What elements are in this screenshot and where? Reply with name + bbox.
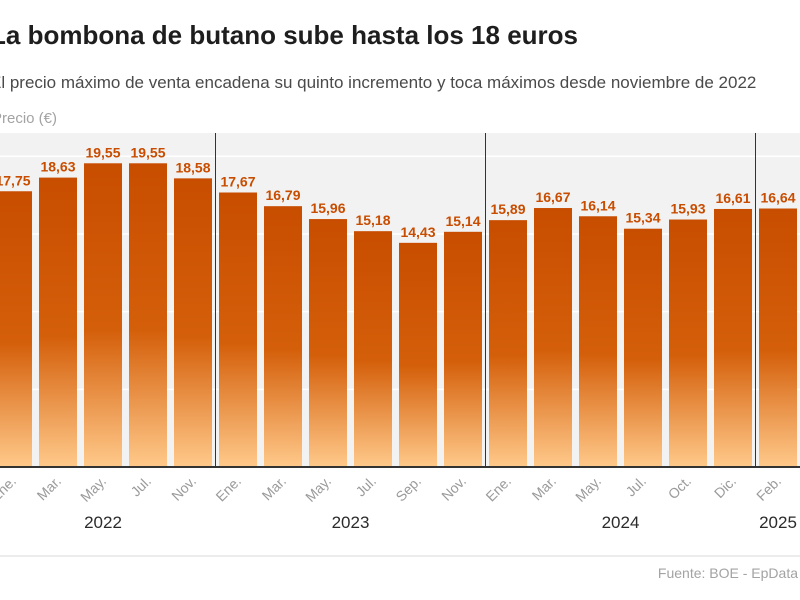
value-label: 15,34 [625, 210, 660, 226]
bar [624, 228, 662, 467]
year-label: 2025 [759, 513, 797, 532]
value-labels: 17,75 18,63 19,55 19,55 18,58 17,67 16,79 15,96… [0, 144, 796, 240]
value-label: 16,61 [715, 190, 750, 206]
value-label: 16,79 [265, 187, 300, 203]
bar [129, 163, 167, 467]
bar [579, 216, 617, 467]
chart-title: La bombona de butano sube hasta los 18 e… [0, 20, 578, 50]
chart-subtitle: El precio máximo de venta encadena su qu… [0, 73, 757, 92]
bar [39, 177, 77, 467]
year-label: 2024 [602, 513, 640, 532]
value-label: 15,89 [490, 201, 525, 217]
x-tick-label: Oct. [665, 473, 694, 502]
value-label: 19,55 [85, 144, 120, 160]
x-tick-label: Nov. [168, 473, 199, 504]
value-label: 15,18 [355, 212, 390, 228]
value-label: 16,67 [535, 189, 570, 205]
bars [0, 163, 797, 468]
x-tick-label: Dic. [711, 473, 739, 501]
x-tick-label: Jul. [622, 473, 649, 500]
year-label: 2022 [84, 513, 122, 532]
year-label: 2023 [332, 513, 370, 532]
year-separators [215, 133, 756, 467]
value-label: 19,55 [130, 144, 165, 160]
year-labels: 2022 2023 2024 2025 [84, 513, 797, 532]
bar [0, 191, 32, 468]
x-tick-label: Ene. [482, 473, 514, 505]
x-tick-label: Mar. [259, 473, 290, 504]
bar [534, 208, 572, 467]
bar [669, 219, 707, 467]
value-label: 17,67 [220, 173, 255, 189]
value-label: 18,58 [175, 159, 210, 175]
x-tick-label: Mar. [34, 473, 65, 504]
x-tick-label: Ene. [212, 473, 244, 505]
value-label: 14,43 [400, 224, 435, 240]
x-tick-label: Sep. [392, 473, 424, 505]
x-tick-label: Ene. [0, 473, 19, 505]
y-axis-label: Precio (€) [0, 110, 58, 127]
bar [354, 231, 392, 467]
x-tick-labels: Ene. Mar. May. Jul. Nov. Ene. Mar. May. Jul. Sep.… [0, 473, 784, 505]
x-tick-label: May. [302, 473, 334, 505]
bar [399, 242, 437, 467]
x-tick-label: Nov. [438, 473, 469, 504]
bar [264, 206, 302, 467]
value-label: 15,14 [445, 213, 480, 229]
x-tick-label: Mar. [529, 473, 560, 504]
x-tick-label: Jul. [127, 473, 154, 500]
value-label: 15,93 [670, 201, 705, 217]
x-tick-label: May. [77, 473, 109, 505]
x-tick-label: Feb. [753, 473, 784, 504]
bar [714, 208, 752, 467]
bar [219, 192, 257, 468]
gridlines [0, 155, 800, 391]
source-note: Fuente: BOE - EpData [657, 565, 798, 581]
bar [489, 220, 527, 467]
bar [444, 231, 482, 467]
x-tick-label: May. [572, 473, 604, 505]
bar [759, 208, 797, 467]
bar [309, 219, 347, 467]
bar [174, 178, 212, 467]
value-label: 16,64 [760, 189, 795, 205]
value-label: 18,63 [40, 159, 75, 175]
bar [84, 163, 122, 467]
x-tick-label: Jul. [352, 473, 379, 500]
value-label: 16,14 [580, 197, 615, 213]
value-label: 17,75 [0, 172, 31, 188]
value-label: 15,96 [310, 200, 345, 216]
